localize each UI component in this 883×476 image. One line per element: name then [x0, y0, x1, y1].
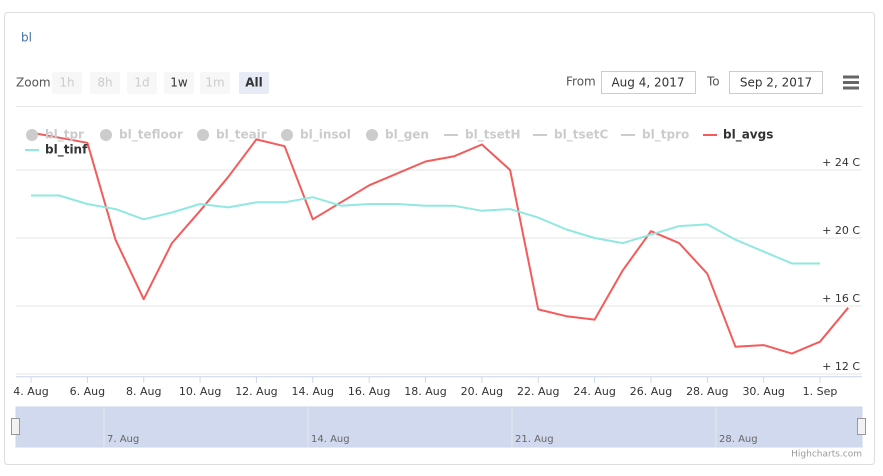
legend-symbol[interactable] — [366, 129, 378, 141]
zoom-buttons: 1h 8h 1d 1w 1m All — [52, 72, 269, 94]
zoom-button — [90, 72, 120, 94]
from-input[interactable] — [601, 71, 696, 94]
x-tick-label: 26. Aug — [630, 385, 672, 398]
x-tick-label: 6. Aug — [70, 385, 105, 398]
x-tick-label: 10. Aug — [179, 385, 221, 398]
navigator-label: 7. Aug — [107, 434, 139, 445]
legend-label[interactable]: bl_tsetC — [554, 128, 608, 143]
legend-label[interactable]: bl_avgs — [723, 128, 773, 143]
zoom-button[interactable] — [239, 72, 269, 94]
zoom-button-label: 8h — [97, 76, 112, 90]
legend-label[interactable]: bl_tpro — [642, 128, 689, 143]
zoom-label: Zoom — [16, 76, 51, 90]
x-tick-label: 14. Aug — [292, 385, 334, 398]
legend-label[interactable]: bl_tefloor — [119, 128, 183, 143]
series-line — [30, 131, 849, 355]
to-label: To — [706, 75, 720, 89]
zoom-button-label[interactable]: All — [245, 76, 263, 90]
legend-label[interactable]: bl_gen — [385, 128, 429, 143]
x-tick-label: 12. Aug — [235, 385, 277, 398]
series-line — [31, 194, 820, 265]
menu-button[interactable] — [843, 75, 859, 90]
y-tick-label: + 12 C — [822, 360, 860, 373]
legend-label[interactable]: bl_tpr — [45, 128, 84, 143]
x-tick-label: 24. Aug — [573, 385, 615, 398]
legend-symbol[interactable] — [281, 129, 293, 141]
chart-title: bl — [21, 31, 32, 45]
x-tick-label: 18. Aug — [404, 385, 446, 398]
x-tick-label: 22. Aug — [517, 385, 559, 398]
zoom-button[interactable] — [164, 72, 194, 94]
legend-label[interactable]: bl_teair — [216, 128, 267, 143]
to-input[interactable] — [729, 71, 823, 94]
navigator-handle[interactable] — [857, 418, 866, 435]
navigator-label: 14. Aug — [311, 434, 350, 445]
y-tick-label: + 16 C — [822, 292, 860, 305]
y-tick-label: + 20 C — [822, 224, 860, 237]
legend-symbol[interactable] — [197, 129, 209, 141]
zoom-button — [200, 72, 230, 94]
x-tick-label: 30. Aug — [742, 385, 784, 398]
grid: + 12 C + 16 C + 20 C + 24 C 4. Aug 6. Aug 8. A… — [13, 156, 862, 398]
zoom-button-label: 1d — [134, 76, 149, 90]
y-tick-label: + 24 C — [822, 156, 860, 169]
zoom-button-label: 1h — [59, 76, 74, 90]
legend-symbol[interactable] — [100, 129, 112, 141]
plot — [30, 131, 849, 355]
x-tick-label: 1. Sep — [803, 385, 838, 398]
legend-label[interactable]: bl_tsetH — [465, 128, 521, 143]
to-value[interactable]: Sep 2, 2017 — [740, 76, 812, 90]
navigator-label: 21. Aug — [515, 434, 554, 445]
credits[interactable]: Highcharts.com — [791, 450, 862, 460]
zoom-button — [127, 72, 157, 94]
navigator: 7. Aug 14. Aug 21. Aug 28. Aug — [11, 406, 866, 448]
x-tick-label: 16. Aug — [348, 385, 390, 398]
navigator-label: 28. Aug — [719, 434, 758, 445]
x-tick-label: 4. Aug — [13, 385, 48, 398]
navigator-handle[interactable] — [11, 418, 20, 435]
from-value[interactable]: Aug 4, 2017 — [611, 76, 684, 90]
navigator-mask — [15, 406, 863, 448]
legend: bl_tpr bl_tefloor bl_teair bl_insol bl_gen bl… — [25, 128, 773, 158]
zoom-button-label: 1m — [205, 76, 224, 90]
x-tick-label: 8. Aug — [126, 385, 161, 398]
x-tick-label: 28. Aug — [686, 385, 728, 398]
legend-label[interactable]: bl_tinf — [45, 143, 88, 158]
legend-symbol[interactable] — [26, 129, 38, 141]
x-tick-label: 20. Aug — [461, 385, 503, 398]
zoom-button — [52, 72, 82, 94]
legend-label[interactable]: bl_insol — [300, 128, 351, 143]
from-label: From — [566, 75, 596, 89]
zoom-button-label[interactable]: 1w — [170, 76, 188, 90]
